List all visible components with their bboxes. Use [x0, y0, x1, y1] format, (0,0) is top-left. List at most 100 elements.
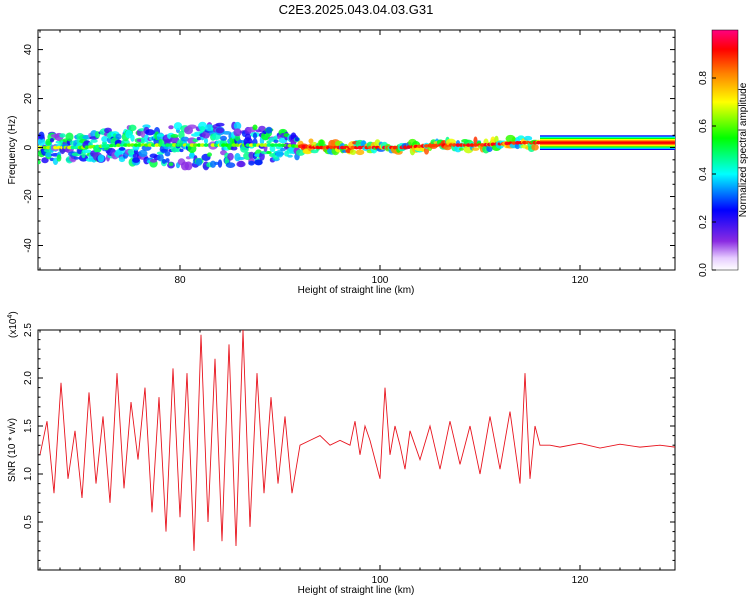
y-tick-label: 2.0: [23, 371, 34, 385]
heatmap-cell: [161, 159, 167, 164]
y-tick-label: 0.5: [23, 515, 34, 529]
heatmap-cell: [310, 149, 319, 154]
heatmap-cell: [245, 143, 251, 147]
heatmap-cell: [132, 157, 140, 163]
heatmap-cell: [230, 146, 238, 151]
heatmap-cell: [59, 133, 66, 138]
x-tick-label: 80: [174, 275, 186, 286]
heatmap-cell: [49, 138, 55, 143]
bottom-x-ticks: 80 100 120: [39, 330, 661, 586]
heatmap-cell: [82, 149, 92, 154]
x-tick-label: 120: [572, 575, 589, 586]
y-tick-label: 1.0: [23, 467, 34, 481]
colorbar: 0.0 0.2 0.4 0.6 0.8 Normalized spectral ampl…: [698, 29, 749, 277]
top-x-axis-label: Height of straight line (km): [298, 285, 415, 296]
heatmap-cell: [473, 136, 478, 145]
heatmap-cell: [128, 124, 137, 132]
heatmap-cell: [273, 139, 279, 144]
heatmap-cell: [265, 126, 273, 134]
heatmap-cell: [38, 137, 46, 147]
heatmap-cell: [270, 143, 275, 147]
heatmap-cell: [350, 145, 356, 150]
top-y-ticks: -40 -20 0 20 40: [23, 36, 675, 271]
heatmap-cell: [221, 143, 226, 147]
x-tick-label: 120: [572, 275, 589, 286]
heatmap-cell: [280, 147, 286, 152]
heatmap-cell: [56, 154, 62, 162]
heatmap-cell: [228, 143, 233, 147]
colorbar-tick-label: 0.6: [698, 119, 709, 133]
heatmap-cell: [214, 161, 219, 165]
colorbar-tick-label: 0.4: [698, 167, 709, 181]
heatmap-cell: [263, 143, 268, 147]
heatmap-cell: [207, 152, 212, 157]
heatmap-cell: [184, 161, 193, 171]
heatmap-cell: [137, 143, 142, 147]
heatmap-cell: [523, 135, 533, 141]
heatmap-cell: [144, 134, 149, 143]
heatmap-cell: [115, 133, 122, 140]
heatmap-cell: [531, 143, 539, 151]
y-tick-label: 0: [23, 144, 34, 150]
heatmap-cell: [203, 143, 209, 147]
heatmap-cell: [258, 125, 266, 133]
spectral-heatmap: [38, 121, 675, 171]
heatmap-cell: [118, 147, 126, 151]
heatmap-cell: [236, 161, 246, 168]
heatmap-cell: [227, 152, 234, 161]
heatmap-cell: [101, 136, 108, 143]
heatmap-cell: [233, 121, 242, 130]
heatmap-cell: [147, 143, 153, 147]
heatmap-cell: [133, 143, 139, 147]
heatmap-cell: [193, 143, 198, 147]
heatmap-cell: [237, 156, 245, 160]
top-x-ticks: 80 100 120: [39, 30, 661, 286]
heatmap-cell: [196, 143, 202, 147]
y-tick-label: 20: [23, 93, 34, 105]
heatmap-cell: [266, 151, 272, 155]
heatmap-cell: [195, 158, 203, 166]
heatmap-cell: [273, 143, 279, 147]
heatmap-cell: [41, 157, 49, 164]
snr-plot-area: [37, 329, 676, 571]
y-tick-label: -40: [23, 238, 34, 253]
x-tick-label: 100: [372, 275, 389, 286]
bottom-y-ticks: 0.5 1.0 1.5 2.0 2.5: [23, 323, 675, 561]
heatmap-cell: [252, 124, 258, 131]
heatmap-cell: [209, 160, 217, 168]
heatmap-cell: [188, 152, 196, 159]
heatmap-cell: [215, 127, 225, 134]
colorbar-tick-label: 0.0: [698, 263, 709, 277]
top-y-axis-label: Frequency (Hz): [7, 116, 18, 185]
heatmap-cell: [214, 143, 219, 147]
y-tick-label: -20: [23, 189, 34, 204]
bottom-y-axis-label: SNR (10 * v/v): [7, 418, 18, 482]
heatmap-cell: [231, 143, 237, 147]
heatmap-cell: [308, 138, 314, 144]
heatmap-cell: [471, 147, 480, 151]
heatmap-cell: [42, 145, 48, 150]
heatmap-cell: [165, 158, 170, 163]
heatmap-cell: [65, 132, 74, 142]
heatmap-cell: [73, 156, 80, 160]
heatmap-cell: [130, 134, 135, 142]
heatmap-cell: [233, 128, 242, 137]
heatmap-cell: [254, 159, 263, 166]
heatmap-cell: [273, 135, 279, 140]
heatmap-cell: [165, 143, 170, 147]
heatmap-cell: [215, 122, 225, 127]
heatmap-cell: [469, 143, 475, 147]
y-exponent-label: (x104): [7, 311, 19, 338]
heatmap-cell: [156, 133, 165, 137]
y-exponent-suffix: ): [8, 311, 19, 314]
heatmap-cell: [154, 143, 160, 147]
heatmap-cell: [220, 135, 227, 141]
heatmap-cell: [97, 154, 105, 163]
heatmap-cell: [149, 159, 158, 163]
heatmap-band: [540, 141, 675, 144]
heatmap-cell: [140, 136, 146, 145]
colorbar-label: Normalized spectral amplitude: [738, 82, 749, 217]
heatmap-cell: [38, 160, 41, 165]
heatmap-cell: [357, 145, 363, 150]
